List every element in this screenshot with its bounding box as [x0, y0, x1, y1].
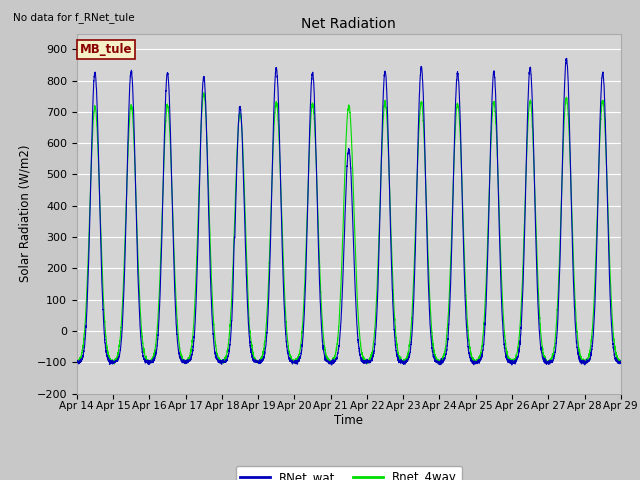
Title: Net Radiation: Net Radiation	[301, 17, 396, 31]
Legend: RNet_wat, Rnet_4way: RNet_wat, Rnet_4way	[236, 466, 462, 480]
Y-axis label: Solar Radiation (W/m2): Solar Radiation (W/m2)	[18, 145, 31, 282]
X-axis label: Time: Time	[334, 414, 364, 427]
Text: MB_tule: MB_tule	[79, 43, 132, 56]
Text: No data for f_RNet_tule: No data for f_RNet_tule	[13, 12, 134, 23]
